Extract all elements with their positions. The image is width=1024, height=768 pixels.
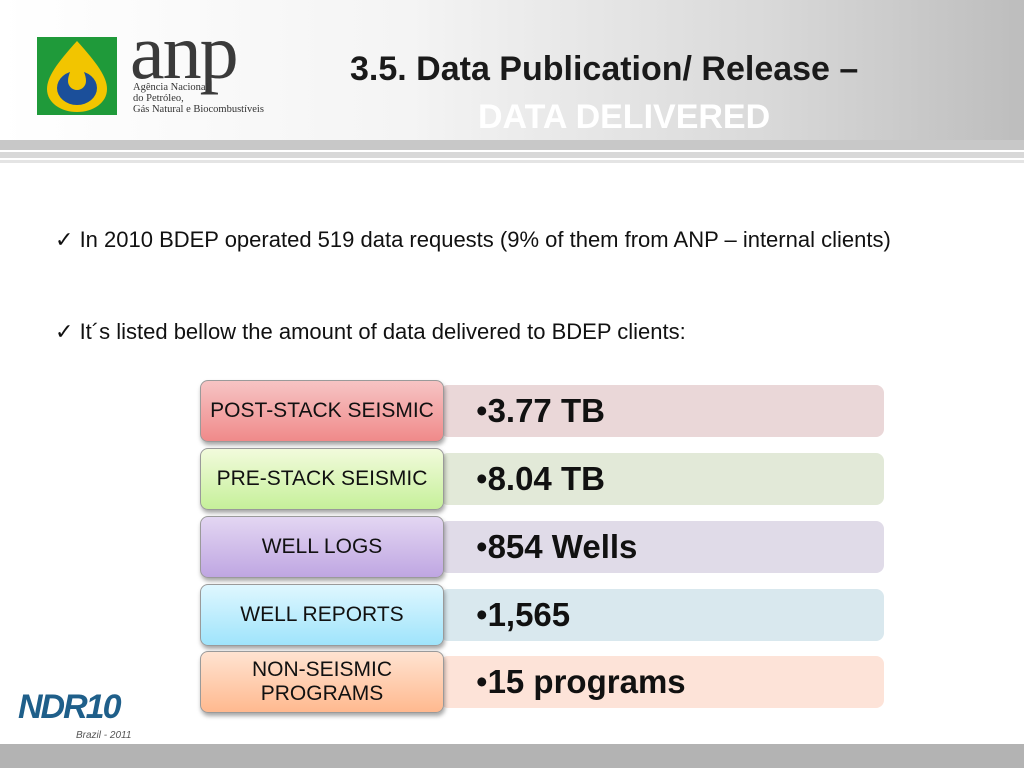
row-value: • 1,565 xyxy=(440,589,884,641)
row-label: WELL REPORTS xyxy=(200,584,444,646)
checkmark-icon: ✓ xyxy=(55,227,74,252)
row-label: PRE-STACK SEISMIC xyxy=(200,448,444,510)
row-label: WELL LOGS xyxy=(200,516,444,578)
checkmark-icon: ✓ xyxy=(55,319,74,344)
ndr10-logo: NDR10 xyxy=(18,688,121,726)
row-label: POST-STACK SEISMIC xyxy=(200,380,444,442)
bullet-text: In 2010 BDEP operated 519 data requests … xyxy=(79,227,891,252)
header-divider-3 xyxy=(0,160,1024,163)
header-divider-2 xyxy=(0,152,1024,158)
bullet-dot-icon: • xyxy=(476,596,488,633)
anp-flag-logo-icon xyxy=(37,37,117,115)
bullet-text: It´s listed bellow the amount of data de… xyxy=(79,319,686,344)
row-value: • 3.77 TB xyxy=(440,385,884,437)
row-value-text: 3.77 TB xyxy=(487,392,605,429)
ndr10-logo-subtitle: Brazil - 2011 xyxy=(76,730,132,741)
anp-wordmark: anp xyxy=(130,8,239,95)
anp-subtitle: Agência Nacional do Petróleo, Gás Natura… xyxy=(133,82,264,115)
footer-band xyxy=(0,744,1024,768)
bullet-listed: ✓ It´s listed bellow the amount of data … xyxy=(55,316,955,347)
row-value-text: 1,565 xyxy=(487,596,571,633)
header-divider xyxy=(0,140,1024,150)
row-value-text: 8.04 TB xyxy=(487,460,605,497)
row-value: • 15 programs xyxy=(440,656,884,708)
slide-title: 3.5. Data Publication/ Release – xyxy=(350,50,859,88)
bullet-dot-icon: • xyxy=(476,392,488,429)
bullet-requests: ✓ In 2010 BDEP operated 519 data request… xyxy=(55,224,955,255)
row-value: • 854 Wells xyxy=(440,521,884,573)
slide-subtitle: DATA DELIVERED xyxy=(478,98,771,136)
header-band xyxy=(0,0,1024,140)
row-value: • 8.04 TB xyxy=(440,453,884,505)
row-value-text: 854 Wells xyxy=(487,528,638,565)
bullet-dot-icon: • xyxy=(476,528,488,565)
bullet-dot-icon: • xyxy=(476,460,488,497)
row-label: NON-SEISMIC PROGRAMS xyxy=(200,651,444,713)
row-value-text: 15 programs xyxy=(487,663,686,700)
bullet-dot-icon: • xyxy=(476,663,488,700)
